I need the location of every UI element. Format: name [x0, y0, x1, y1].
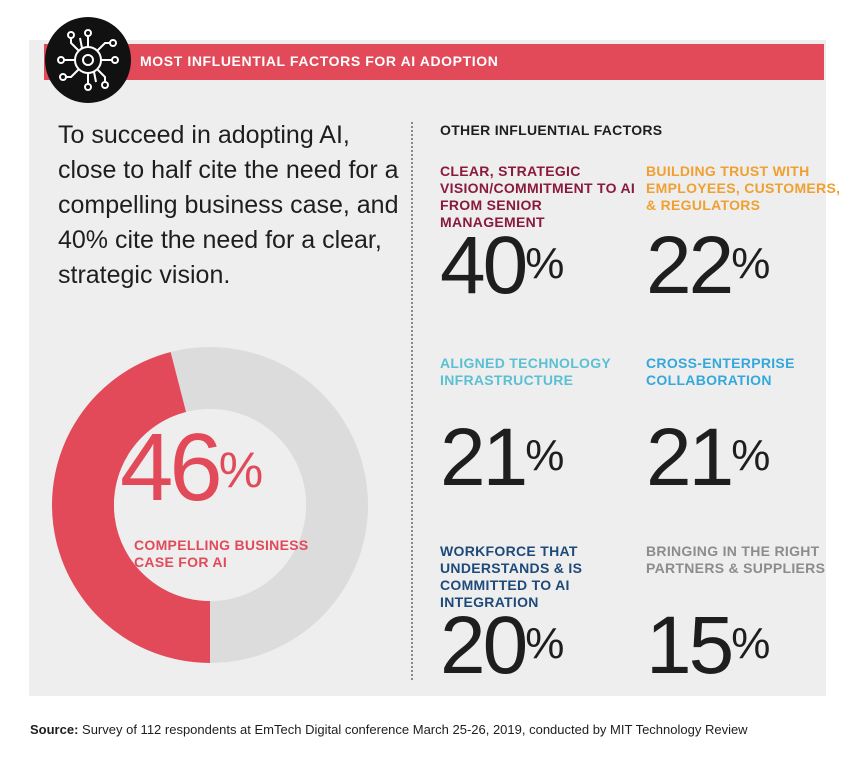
- source-text: Survey of 112 respondents at EmTech Digi…: [82, 722, 748, 737]
- factor-label: BRINGING IN THE RIGHT PARTNERS & SUPPLIE…: [646, 543, 826, 576]
- factor-value: 15%: [646, 605, 846, 687]
- dotted-divider: [411, 122, 413, 680]
- factor-item: BUILDING TRUST WITH EMPLOYEES, CUSTOMERS…: [646, 163, 846, 307]
- factor-item: ALIGNED TECHNOLOGY INFRASTRUCTURE 21%: [440, 355, 640, 499]
- donut-hole: [114, 409, 306, 601]
- factor-label: CLEAR, STRATEGIC VISION/COMMITMENT TO AI…: [440, 163, 636, 230]
- factor-value-number: 22: [646, 220, 734, 311]
- factor-value-number: 21: [440, 412, 528, 503]
- factor-value-number: 15: [646, 600, 734, 691]
- factor-label: ALIGNED TECHNOLOGY INFRASTRUCTURE: [440, 355, 611, 388]
- donut-chart: [51, 347, 368, 663]
- donut-value: 46%: [120, 420, 263, 516]
- factor-value-number: 20: [440, 600, 528, 691]
- donut-value-unit: %: [218, 442, 264, 498]
- factor-value: 21%: [646, 417, 846, 499]
- factor-value-number: 21: [646, 412, 734, 503]
- factor-value: 40%: [440, 225, 640, 307]
- factor-value-number: 40: [440, 220, 528, 311]
- donut-value-number: 46: [120, 414, 223, 521]
- banner-title: MOST INFLUENTIAL FACTORS FOR AI ADOPTION: [140, 53, 499, 69]
- factor-item: CROSS-ENTERPRISE COLLABORATION 21%: [646, 355, 846, 499]
- factor-item: WORKFORCE THAT UNDERSTANDS & IS COMMITTE…: [440, 543, 640, 687]
- factor-value-unit: %: [525, 239, 565, 288]
- source-label: Source:: [30, 722, 79, 737]
- source-note: Source: Survey of 112 respondents at EmT…: [30, 722, 748, 737]
- title-banner: [44, 44, 824, 80]
- factor-value-unit: %: [731, 431, 771, 480]
- factor-label: BUILDING TRUST WITH EMPLOYEES, CUSTOMERS…: [646, 163, 841, 213]
- factor-value: 20%: [440, 605, 640, 687]
- factor-value: 22%: [646, 225, 846, 307]
- factor-value-unit: %: [731, 239, 771, 288]
- factor-value-unit: %: [731, 619, 771, 668]
- factor-value: 21%: [440, 417, 640, 499]
- factor-item: BRINGING IN THE RIGHT PARTNERS & SUPPLIE…: [646, 543, 846, 687]
- ai-circuit-icon: [45, 17, 131, 103]
- donut-slice-highlight: [51, 351, 211, 663]
- intro-text: To succeed in adopting AI, close to half…: [58, 121, 399, 289]
- donut-label: COMPELLING BUSINESS CASE FOR AI: [134, 537, 309, 570]
- factor-label: CROSS-ENTERPRISE COLLABORATION: [646, 355, 795, 388]
- factor-value-unit: %: [525, 431, 565, 480]
- donut-slice-rest: [170, 347, 368, 663]
- other-factors-title: OTHER INFLUENTIAL FACTORS: [440, 122, 663, 138]
- factor-label: WORKFORCE THAT UNDERSTANDS & IS COMMITTE…: [440, 543, 583, 610]
- factor-item: CLEAR, STRATEGIC VISION/COMMITMENT TO AI…: [440, 163, 640, 307]
- factor-value-unit: %: [525, 619, 565, 668]
